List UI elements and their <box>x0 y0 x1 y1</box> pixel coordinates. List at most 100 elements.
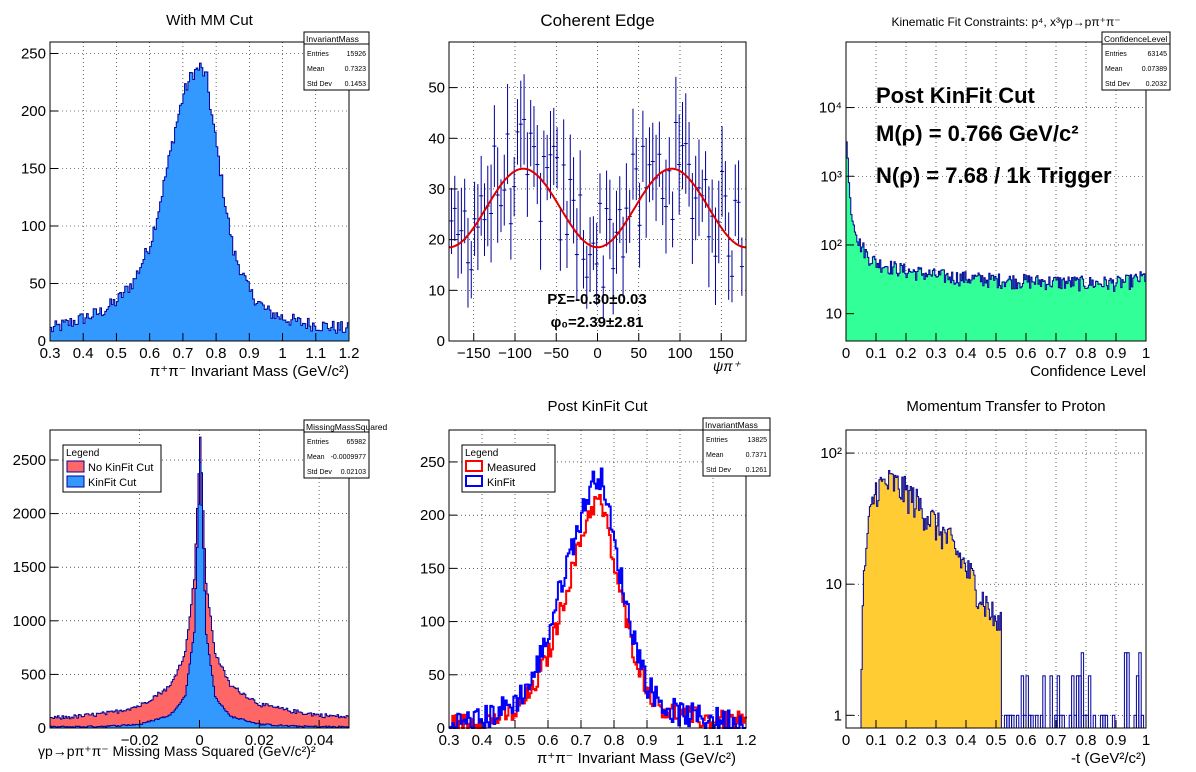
y-tick-label: 1000 <box>13 613 46 630</box>
y-tick-label: 2000 <box>13 506 46 523</box>
stats-name: ConfidenceLevel <box>1104 34 1167 44</box>
legend-title: Legend <box>465 448 498 459</box>
plot-area-4 <box>49 429 350 729</box>
legend-swatch-kinfit <box>465 475 483 487</box>
y-tick-label: 200 <box>21 103 46 120</box>
stats-box: ConfidenceLevel Entries 63145 Mean 0.07389 St… <box>1101 31 1171 91</box>
annotation: Post KinFit Cut <box>876 83 1036 108</box>
x-tick-label: 0.1 <box>866 345 887 362</box>
stats-row-label: Std Dev <box>307 469 332 476</box>
y-tick-label: 30 <box>428 181 445 198</box>
stats-row-value: 13825 <box>748 437 768 444</box>
plot-area-6 <box>845 429 1147 729</box>
y-tick-label: 10 <box>825 306 842 323</box>
y-tick-label: 250 <box>21 46 46 63</box>
y-tick-label: 10 <box>825 576 842 593</box>
plot-area-3 <box>845 41 1147 342</box>
y-tick-label: 0 <box>437 720 445 737</box>
stats-box: InvariantMass Entries 15926 Mean 0.7323 Std D… <box>303 31 370 91</box>
stats-row-value: 0.2032 <box>1146 81 1168 88</box>
stats-row-value: 0.1453 <box>345 81 367 88</box>
stats-row-label: Mean <box>1105 66 1123 73</box>
x-tick-label: 0.3 <box>40 345 61 362</box>
x-tick-label: 0.9 <box>1106 345 1127 362</box>
panel-title: Coherent Edge <box>540 11 654 30</box>
x-tick-label: −0.02 <box>121 732 159 749</box>
x-tick-label: 0.3 <box>926 732 947 749</box>
x-tick-label: 1 <box>1142 345 1150 362</box>
x-tick-label: 0.6 <box>1016 732 1037 749</box>
x-tick-label: 0 <box>842 345 850 362</box>
stats-box: MissingMassSquared Entries 65982 Mean -0.000… <box>303 419 388 479</box>
x-tick-label: 0.5 <box>106 345 127 362</box>
annotation: N(ρ) = 7.68 / 1k Trigger <box>876 163 1112 188</box>
y-tick-label: 100 <box>21 218 46 235</box>
stats-box: InvariantMass Entries 13825 Mean 0.7371 Std D… <box>702 417 771 477</box>
stats-row-value: -0.0009977 <box>331 454 367 461</box>
x-tick-label: 0.8 <box>1076 345 1097 362</box>
x-tick-label: 0.2 <box>896 345 917 362</box>
y-tick-label: 100 <box>420 614 445 631</box>
x-tick-label: 0.6 <box>1016 345 1037 362</box>
fit-annotation: φ₀=2.39±2.81 <box>551 314 644 331</box>
x-tick-label: 0.5 <box>986 732 1007 749</box>
stats-row-label: Std Dev <box>1105 81 1130 88</box>
x-tick-label: 0.8 <box>1076 732 1097 749</box>
legend-swatch-red <box>66 460 85 473</box>
x-tick-label: 0.4 <box>472 732 493 749</box>
x-axis-label: π⁺π⁻ Invariant Mass (GeV/c²) <box>537 750 736 767</box>
legend-entry: No KinFit Cut <box>88 462 153 474</box>
plot-frame <box>448 429 747 729</box>
y-tick-label: 1 <box>834 707 842 724</box>
stats-box-frame <box>303 419 370 479</box>
legend: Legend No KinFit Cut KinFit Cut <box>62 444 162 493</box>
x-tick-label: 0.6 <box>538 732 559 749</box>
x-tick-label: 1.1 <box>305 345 326 362</box>
stats-row-value: 65982 <box>347 439 367 446</box>
legend-title: Legend <box>66 448 99 459</box>
histogram-momentum-transfer <box>860 469 1002 729</box>
stats-name: InvariantMass <box>705 420 758 430</box>
y-tick-label: 50 <box>29 276 46 293</box>
x-tick-label: 0.9 <box>239 345 260 362</box>
x-axis-label: π⁺π⁻ Invariant Mass (GeV/c²) <box>150 363 349 380</box>
x-tick-label: −50 <box>544 345 569 362</box>
x-tick-label: 0.4 <box>956 732 977 749</box>
x-tick-label: 0.02 <box>245 732 274 749</box>
stats-row-label: Mean <box>706 452 724 459</box>
x-tick-label: 0.04 <box>304 732 333 749</box>
stats-row-label: Entries <box>307 51 329 58</box>
y-tick-label: 1500 <box>13 559 46 576</box>
stats-row-value: 0.02103 <box>341 469 366 476</box>
x-tick-label: 0.3 <box>926 345 947 362</box>
x-tick-label: −100 <box>498 345 532 362</box>
legend-swatch-measured <box>465 460 483 472</box>
fit-annotation: PΣ=-0.30±0.03 <box>547 291 646 308</box>
x-axis-label: Confidence Level <box>1030 363 1146 380</box>
x-tick-label: 0.4 <box>73 345 94 362</box>
x-tick-label: 100 <box>667 345 692 362</box>
stats-row-value: 0.07389 <box>1142 66 1167 73</box>
x-tick-label: 0.5 <box>505 732 526 749</box>
y-tick-label: 10³ <box>820 168 842 185</box>
y-tick-label: 200 <box>420 507 445 524</box>
x-axis-label: ψπ⁺ <box>713 358 742 374</box>
x-tick-label: 0.8 <box>206 345 227 362</box>
x-tick-label: 0.7 <box>1046 345 1067 362</box>
stats-row-value: 0.7323 <box>345 66 367 73</box>
x-tick-label: 0.7 <box>1046 732 1067 749</box>
legend-swatch-blue <box>66 475 85 488</box>
plot-area-1 <box>49 41 350 342</box>
panel-title: With MM Cut <box>166 12 254 29</box>
legend-entry: KinFit <box>487 477 515 489</box>
panel-title: Post KinFit Cut <box>547 398 648 415</box>
y-tick-label: 40 <box>428 130 445 147</box>
stats-box-frame <box>702 417 771 477</box>
x-tick-label: −150 <box>457 345 491 362</box>
histogram-invariant-mass <box>49 62 350 342</box>
annotation: M(ρ) = 0.766 GeV/c² <box>876 121 1079 146</box>
y-tick-label: 0 <box>38 720 46 737</box>
panel-title: Kinematic Fit Constraints: p⁴, x³γp→pπ⁺π… <box>891 15 1120 29</box>
stats-row-label: Entries <box>706 437 728 444</box>
x-tick-label: 1 <box>1142 732 1150 749</box>
